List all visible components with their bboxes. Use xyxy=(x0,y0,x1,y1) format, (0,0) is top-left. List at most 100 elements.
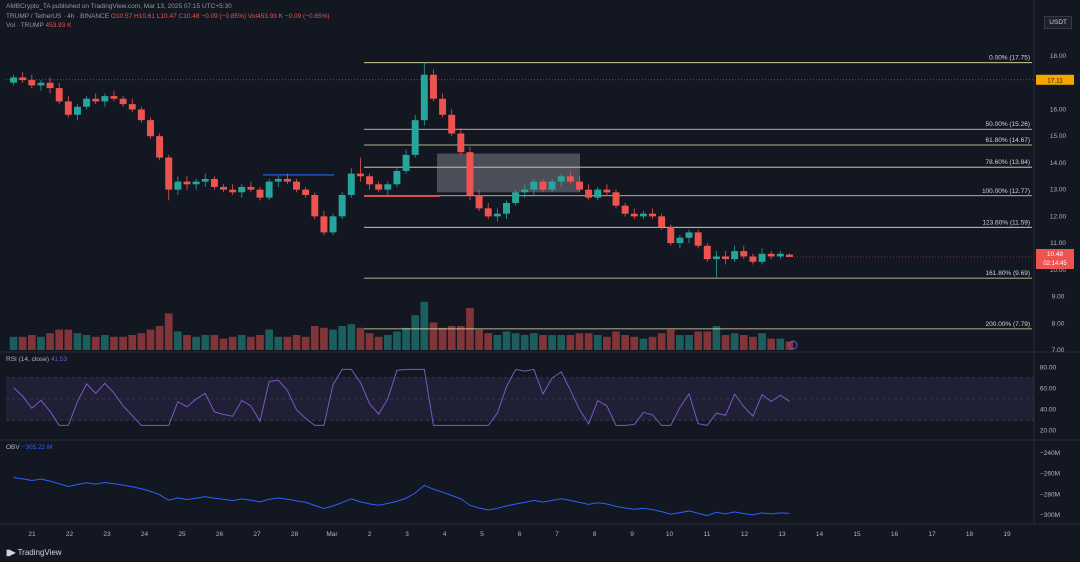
fib-label: 161.80% (9.69) xyxy=(986,270,1030,277)
candle-body xyxy=(448,114,456,134)
volume-bar xyxy=(320,327,328,350)
volume-bar xyxy=(283,336,292,350)
time-axis-label: 25 xyxy=(178,531,186,538)
rsi-legend: RSI (14, close) 41.53 xyxy=(6,356,67,363)
time-axis-label: 17 xyxy=(928,531,936,538)
volume-bar xyxy=(776,338,785,350)
rsi-value: 41.53 xyxy=(50,356,68,363)
symbol-name[interactable]: TRUMP / TetherUS · 4h · BINANCE xyxy=(6,13,110,20)
price-axis-label: 11.00 xyxy=(1050,240,1066,247)
volume-bar xyxy=(402,327,410,350)
change-value: −0.09 (−0.85%) xyxy=(201,13,247,20)
price-tag-current xyxy=(1036,248,1074,269)
candle-body xyxy=(293,181,300,190)
candle-body xyxy=(10,77,18,83)
volume-bar xyxy=(9,336,18,350)
volume-bar xyxy=(621,335,629,350)
time-axis-label: 6 xyxy=(518,531,522,538)
rsi-axis-label: 80.00 xyxy=(1040,364,1057,371)
candle-body xyxy=(311,194,319,217)
volume-bar xyxy=(365,333,374,350)
candle-body xyxy=(712,256,720,260)
candle-body xyxy=(247,186,255,190)
candle-body xyxy=(457,133,465,153)
volume-bar xyxy=(539,335,547,350)
volume-bar xyxy=(265,329,273,350)
candle-body xyxy=(283,178,291,182)
time-axis-label: 13 xyxy=(778,531,786,538)
footer-brand: TradingView xyxy=(17,548,62,557)
candle-body xyxy=(347,173,355,195)
volume-bar xyxy=(338,326,347,350)
price-tag-current-text: 10.48 xyxy=(1047,251,1064,258)
rsi-band xyxy=(6,377,1034,421)
volume-bar xyxy=(557,335,566,350)
price-axis-label: 12.00 xyxy=(1050,213,1067,220)
price-axis-label: 16.00 xyxy=(1050,106,1067,113)
candle-body xyxy=(429,74,437,99)
candle-body xyxy=(603,189,611,193)
candle-body xyxy=(512,192,520,203)
price-tag-top-text: 17.11 xyxy=(1047,77,1063,84)
volume-bar xyxy=(520,335,529,350)
fib-label: 50.00% (15.26) xyxy=(986,121,1030,128)
candle-body xyxy=(539,181,547,190)
candle-body xyxy=(758,253,766,262)
candle-body xyxy=(110,96,118,99)
candle-body xyxy=(19,77,27,81)
candle-body xyxy=(274,178,282,182)
time-axis-label: 27 xyxy=(253,531,261,538)
time-axis-label: 2 xyxy=(368,531,372,538)
obv-axis-label: −300M xyxy=(1040,512,1060,519)
candle-body xyxy=(749,256,757,262)
price-axis-label: 15.00 xyxy=(1050,133,1067,140)
volume-bar xyxy=(630,336,639,350)
volume-bar xyxy=(164,313,173,350)
volume-bar xyxy=(310,326,319,350)
volume-bar xyxy=(174,331,182,350)
tradingview-logo-icon: ▮▶ xyxy=(6,548,16,557)
volume-bar xyxy=(612,331,620,350)
time-axis-label: 7 xyxy=(555,531,559,538)
candle-body xyxy=(740,251,748,257)
fib-label: 61.80% (14.67) xyxy=(986,137,1030,144)
volume-bar xyxy=(301,336,310,350)
time-axis-label: 12 xyxy=(741,531,749,538)
vol-extra: Vol453.93 K −0.09 (−0.85%) xyxy=(247,13,330,20)
volume-bar xyxy=(119,336,127,350)
open-value: O10.57 xyxy=(110,13,133,20)
candle-body xyxy=(174,181,182,190)
time-axis-label: 16 xyxy=(891,531,899,538)
price-axis-label: 18.00 xyxy=(1050,53,1067,60)
currency-badge[interactable]: USDT xyxy=(1044,16,1072,29)
obv-value: −305.22 M xyxy=(21,444,53,451)
time-axis-label: 10 xyxy=(666,531,674,538)
candle-body xyxy=(785,254,793,257)
candle-body xyxy=(621,205,629,214)
candle-body xyxy=(384,184,392,190)
candle-body xyxy=(201,178,209,182)
tradingview-footer[interactable]: ▮▶ TradingView xyxy=(6,548,62,557)
time-axis-label: 21 xyxy=(28,531,36,538)
close-value: C10.48 xyxy=(178,13,200,20)
candle-body xyxy=(55,88,63,102)
candle-body xyxy=(238,186,246,193)
price-axis-label: 10.00 xyxy=(1050,267,1067,274)
time-axis-label: 28 xyxy=(291,531,299,538)
event-icon xyxy=(788,340,798,350)
time-axis-label: 9 xyxy=(630,531,634,538)
high-value: H10.61 xyxy=(134,13,155,20)
candle-body xyxy=(466,152,474,195)
candle-body xyxy=(165,157,173,190)
candle-body xyxy=(229,189,237,193)
candle-body xyxy=(73,106,81,115)
volume-bar xyxy=(393,331,401,350)
candle-body xyxy=(356,173,364,177)
volume-bar xyxy=(64,329,73,350)
candle-body xyxy=(530,181,538,190)
candle-body xyxy=(685,232,693,238)
price-axis-label: 8.00 xyxy=(1052,320,1065,327)
volume-bar xyxy=(411,315,420,350)
candle-body xyxy=(320,216,328,233)
